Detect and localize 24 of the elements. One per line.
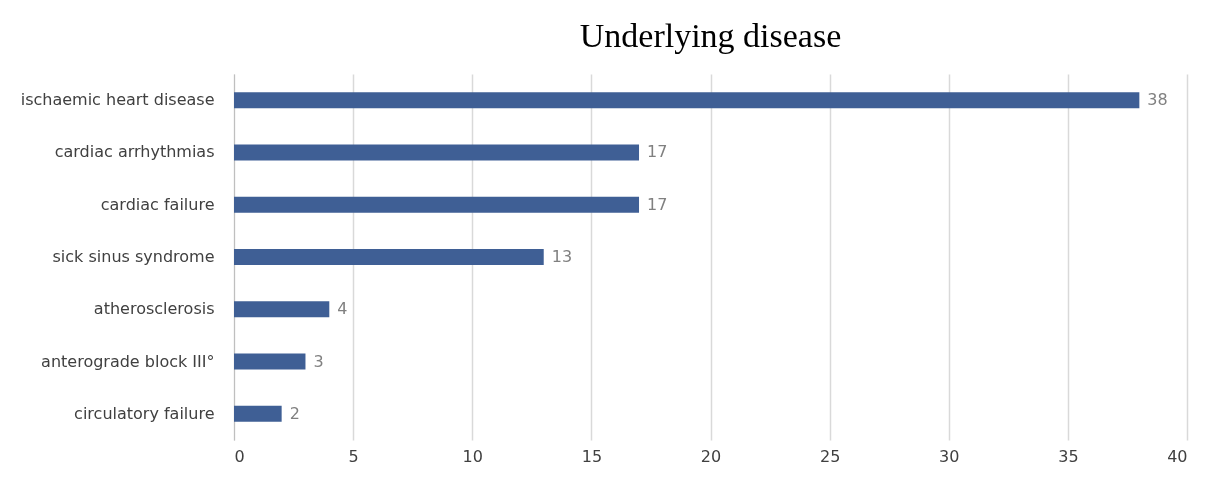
data-label: 13 xyxy=(551,247,573,266)
data-label: 2 xyxy=(289,403,300,423)
x-tick-label: 10 xyxy=(462,446,483,466)
x-tick-label: 0 xyxy=(234,446,245,466)
data-label: 38 xyxy=(1147,90,1168,110)
x-tick-label: 5 xyxy=(348,446,359,466)
y-tick-label: cardiac arrhythmias xyxy=(54,142,215,162)
y-tick-label: ischaemic heart disease xyxy=(20,90,215,110)
x-tick-label: 25 xyxy=(819,446,841,466)
y-tick-label: sick sinus syndrome xyxy=(52,247,215,266)
data-label: 4 xyxy=(337,299,348,319)
data-label: 17 xyxy=(647,194,668,214)
y-tick-label: atherosclerosis xyxy=(93,299,215,319)
y-tick-label: circulatory failure xyxy=(74,403,215,423)
x-tick-label: 15 xyxy=(581,446,603,466)
x-tick-label: 40 xyxy=(1167,446,1188,466)
chart-title: Underlying disease xyxy=(579,17,842,54)
y-tick-label: anterograde block III° xyxy=(41,351,215,371)
x-tick-label: 35 xyxy=(1058,446,1079,466)
x-tick-label: 30 xyxy=(939,446,960,466)
x-tick-label: 20 xyxy=(700,446,722,466)
data-label: 17 xyxy=(647,142,668,162)
data-label: 3 xyxy=(313,351,324,371)
y-tick-label: cardiac failure xyxy=(100,194,215,214)
